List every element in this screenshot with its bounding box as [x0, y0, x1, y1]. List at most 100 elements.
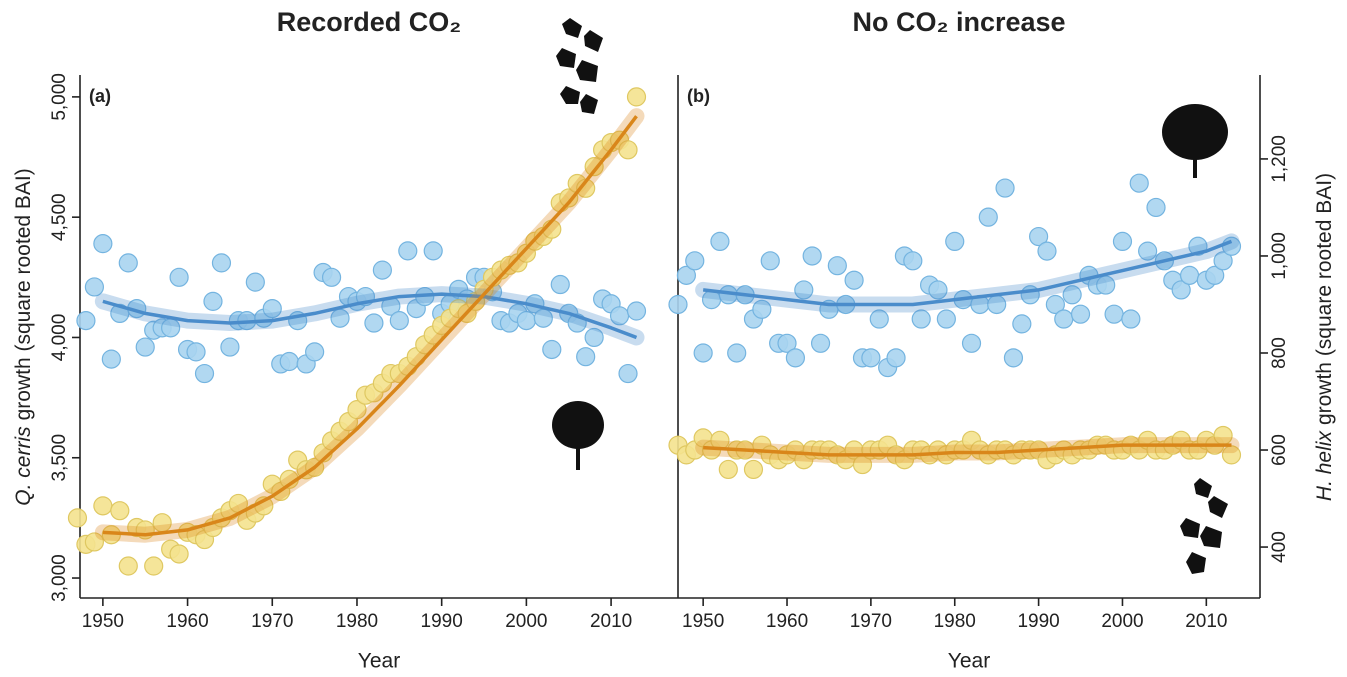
chart-title: No CO₂ increase — [852, 7, 1065, 37]
tree-icon — [552, 401, 604, 470]
panel-label: (a) — [89, 86, 111, 106]
point — [170, 545, 188, 563]
point — [828, 257, 846, 275]
point — [1147, 198, 1165, 216]
point — [812, 334, 830, 352]
point — [221, 338, 239, 356]
point — [551, 276, 569, 294]
y-axis-label: H. helix growth (square rooted BAI) — [1313, 173, 1336, 501]
y-tick-label: 5,000 — [49, 73, 70, 121]
y-label-text: growth (square rooted BAI) — [12, 168, 35, 420]
point — [399, 242, 417, 260]
point — [68, 509, 86, 527]
point — [1105, 305, 1123, 323]
point — [744, 460, 762, 478]
point — [577, 348, 595, 366]
point — [619, 365, 637, 383]
chart-title: Recorded CO₂ — [277, 7, 462, 37]
point — [323, 268, 341, 286]
x-tick-label: 1950 — [82, 611, 124, 632]
point — [85, 278, 103, 296]
point — [543, 340, 561, 358]
point — [306, 343, 324, 361]
point — [280, 353, 298, 371]
point — [1004, 349, 1022, 367]
x-tick-label: 1960 — [766, 611, 808, 632]
x-axis-label: Year — [358, 650, 400, 673]
y-label-text: growth (square rooted BAI) — [1313, 173, 1336, 425]
point — [94, 235, 112, 253]
point — [912, 310, 930, 328]
point — [904, 252, 922, 270]
point — [1113, 232, 1131, 250]
point — [204, 292, 222, 310]
x-tick-label: 1960 — [166, 611, 208, 632]
x-axis-label: Year — [948, 650, 990, 673]
point — [196, 365, 214, 383]
point — [803, 247, 821, 265]
point — [424, 242, 442, 260]
x-tick-label: 2000 — [505, 611, 547, 632]
point — [94, 497, 112, 515]
point — [212, 254, 230, 272]
y-tick-label: 400 — [1269, 531, 1290, 563]
x-tick-label: 1990 — [421, 611, 463, 632]
point — [862, 349, 880, 367]
y-label-species: Q. cerris — [12, 426, 35, 506]
point — [111, 502, 129, 520]
point — [870, 310, 888, 328]
x-tick-label: 1970 — [251, 611, 293, 632]
point — [1130, 174, 1148, 192]
point — [946, 232, 964, 250]
point — [996, 179, 1014, 197]
point — [761, 252, 779, 270]
x-tick-label: 1980 — [336, 611, 378, 632]
point — [373, 261, 391, 279]
point — [1072, 305, 1090, 323]
x-tick-label: 1990 — [1017, 611, 1059, 632]
ivy-icon — [556, 18, 603, 114]
ivy-icon — [1180, 478, 1228, 574]
x-tick-label: 2000 — [1101, 611, 1143, 632]
point — [686, 252, 704, 270]
y-tick-label: 800 — [1269, 337, 1290, 369]
x-tick-label: 1950 — [682, 611, 724, 632]
point — [119, 254, 137, 272]
panel-label: (b) — [687, 86, 710, 106]
y-tick-label: 1,000 — [1269, 232, 1290, 280]
point — [786, 349, 804, 367]
point — [711, 232, 729, 250]
point — [119, 557, 137, 575]
point — [187, 343, 205, 361]
point — [1181, 266, 1199, 284]
y-tick-label: 4,500 — [49, 193, 70, 241]
point — [1038, 242, 1056, 260]
point — [979, 208, 997, 226]
x-tick-label: 1980 — [934, 611, 976, 632]
chart: Recorded CO₂ (a) 1950 1960 1970 1980 1990 2000 2… — [0, 0, 1347, 677]
y-label-species: H. helix — [1313, 430, 1336, 502]
point — [669, 295, 687, 313]
y-axis-label: Q. cerris growth (square rooted BAI) — [12, 168, 35, 505]
point — [1013, 315, 1031, 333]
y-tick-label: 1,200 — [1269, 135, 1290, 183]
point — [365, 314, 383, 332]
point — [77, 312, 95, 330]
x-tick-label: 2010 — [1185, 611, 1227, 632]
x-tick-label: 2010 — [590, 611, 632, 632]
y-tick-label: 3,500 — [49, 434, 70, 482]
point — [627, 88, 645, 106]
point — [136, 338, 154, 356]
point — [627, 302, 645, 320]
point — [845, 271, 863, 289]
y-tick-label: 600 — [1269, 434, 1290, 466]
y-tick-label: 4,000 — [49, 314, 70, 362]
point — [694, 344, 712, 362]
point — [937, 310, 955, 328]
point — [963, 334, 981, 352]
point — [517, 312, 535, 330]
point — [102, 350, 120, 368]
point — [728, 344, 746, 362]
point — [1055, 310, 1073, 328]
x-tick-label: 1970 — [850, 611, 892, 632]
